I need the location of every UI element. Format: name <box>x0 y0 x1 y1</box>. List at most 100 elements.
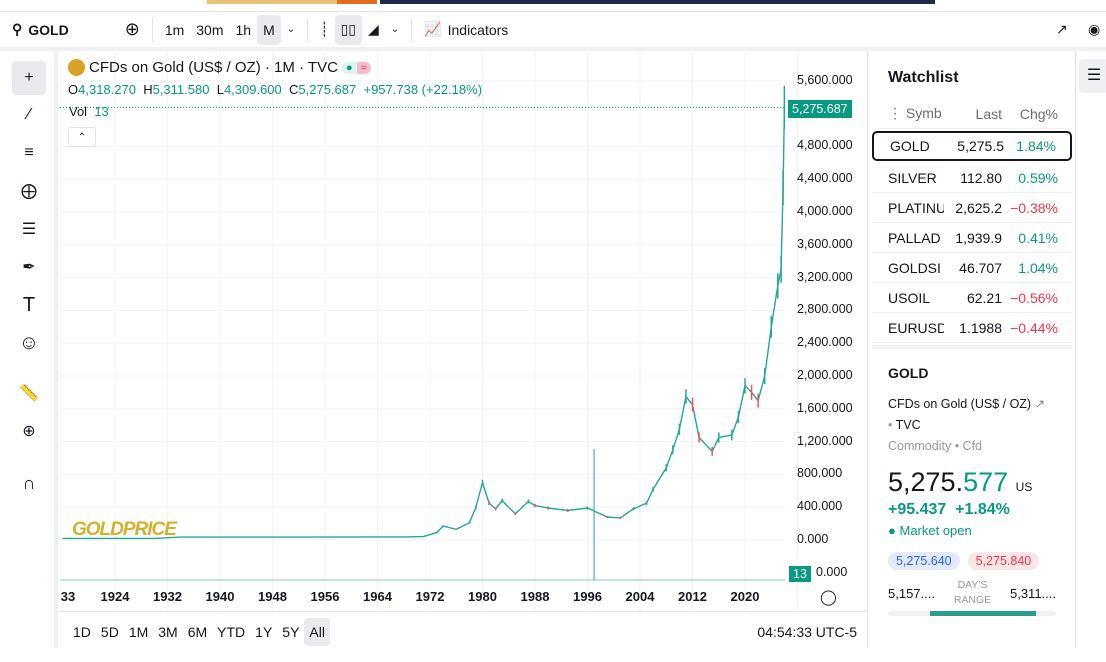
emoji-icon[interactable]: ☺ <box>18 331 40 354</box>
volume-tag: 13 <box>789 566 811 582</box>
watchlist-icon[interactable]: ☰ <box>1079 59 1106 93</box>
candlestick-icon[interactable]: ▯▯ <box>334 14 362 45</box>
price-axis-label: 4,800.000 <box>797 138 853 153</box>
header-last[interactable]: Last <box>975 105 1002 122</box>
watchlist-row[interactable]: PALLAD 1,939.9 0.41% <box>872 223 1072 253</box>
symbol-search[interactable]: ⚲ GOLD <box>12 21 69 38</box>
watchlist-row[interactable]: USOIL 62.21 −0.56% <box>872 283 1072 313</box>
watchlist-last: 2,625.2 <box>955 199 1002 216</box>
details-name: CFDs on Gold (US$ / OZ) <box>888 397 1032 411</box>
range-ytd[interactable]: YTD <box>217 624 246 640</box>
pattern-icon[interactable]: ⨁ <box>21 183 37 200</box>
chevron-down-icon[interactable]: ⌄ <box>390 24 400 35</box>
range-1d[interactable]: 1D <box>73 624 91 640</box>
time-axis-label: 1996 <box>573 589 602 604</box>
camera-icon[interactable]: ◉ <box>1088 21 1101 37</box>
crosshair-icon[interactable]: + <box>12 61 46 95</box>
clock[interactable]: 04:54:33 UTC-5 <box>757 624 857 640</box>
price-axis-label: 0.000 <box>797 532 829 546</box>
bar-chart-icon[interactable]: ┊ <box>320 21 329 37</box>
range-6m[interactable]: 6M <box>187 624 208 640</box>
ohlc-values: O4,318.270 H5,311.580 L4,309.600 C5,275.… <box>68 82 483 97</box>
chart-settings-icon[interactable]: ◯ <box>820 589 837 606</box>
watchlist-chg: 0.41% <box>1018 229 1058 246</box>
external-link-icon[interactable]: ↗ <box>1034 397 1046 411</box>
details-price: 5,275.577 US <box>888 467 1033 497</box>
range-all[interactable]: All <box>304 618 330 646</box>
collapse-legend-button[interactable]: ⌃ <box>68 127 96 147</box>
watchlist-last: 112.80 <box>960 169 1002 186</box>
interval-month[interactable]: M <box>257 14 281 45</box>
area-chart-icon[interactable]: ◢ <box>368 21 379 37</box>
last-price-tag: 5,275.687 <box>788 100 852 118</box>
status-dot-icon: ● <box>888 523 896 538</box>
price-axis-label: 800.000 <box>797 466 843 481</box>
watchlist-symbol: USOIL <box>888 289 931 306</box>
details-category: Commodity <box>888 439 952 453</box>
popout-icon[interactable]: ↗ <box>1056 21 1068 37</box>
range-5d[interactable]: 5D <box>100 624 119 640</box>
time-axis-label: 2020 <box>730 589 760 604</box>
indicators-button[interactable]: 📈 Indicators <box>424 21 509 38</box>
watchlist-title: Watchlist <box>888 69 959 86</box>
time-axis-label: 1924 <box>100 589 130 604</box>
market-status: ● Market open <box>888 523 972 538</box>
chevron-down-icon[interactable]: ⌄ <box>286 24 296 35</box>
compare-add-icon[interactable]: ⊕ <box>124 19 140 39</box>
watchlist-row[interactable]: PLATINU 2,625.2 −0.38% <box>872 193 1072 223</box>
watchlist-last: 1.1988 <box>959 319 1002 336</box>
watchlist-last: 46.707 <box>959 259 1002 276</box>
watchlist-chg: 1.84% <box>1016 138 1056 154</box>
price-axis-label: 3,600.000 <box>797 236 853 251</box>
details-change: +95.437 +1.84% <box>888 501 1010 518</box>
details-type: Cfd <box>962 439 982 453</box>
drawing-toolbar: + ∕ ≡ ⨁ ☰ ✒ T ☺ 📏 ⊕ ∩ <box>0 51 58 648</box>
volume-legend: Vol 13 <box>69 104 109 119</box>
top-toolbar: ⚲ GOLD ⊕ 1m 30m 1h M ⌄ ┊ ▯▯ ◢ ⌄ 📈 Indicato… <box>0 11 1106 51</box>
price-axis-label: 400.000 <box>797 499 843 514</box>
ruler-icon[interactable]: 📏 <box>19 385 39 402</box>
price-axis-label: 2,800.000 <box>797 302 853 317</box>
range-5y[interactable]: 5Y <box>282 624 300 640</box>
zoom-in-icon[interactable]: ⊕ <box>22 423 36 440</box>
interval-1m[interactable]: 1m <box>164 21 185 38</box>
text-icon[interactable]: T <box>22 293 36 316</box>
header-chg[interactable]: Chg% <box>1019 105 1058 122</box>
watchlist-chg: −0.56% <box>1010 289 1058 306</box>
gold-symbol-icon <box>68 59 85 76</box>
watchlist-symbol: GOLDSI <box>888 259 941 276</box>
price-axis-label: 5,600.000 <box>797 72 853 87</box>
column-menu-icon[interactable]: ⋮ <box>888 105 902 121</box>
range-3m[interactable]: 3M <box>158 624 178 640</box>
interval-1h[interactable]: 1h <box>235 21 252 38</box>
watchlist-chg: 0.59% <box>1018 169 1058 186</box>
range-1m[interactable]: 1M <box>128 624 149 640</box>
watchlist-row[interactable]: GOLD 5,275.5 1.84% <box>872 131 1072 161</box>
watchlist-header: ⋮ Symb Last Chg% <box>872 99 1072 129</box>
price-axis-label: 2,400.000 <box>797 335 853 350</box>
details-symbol: GOLD <box>888 365 929 381</box>
chart-pane[interactable]: CFDs on Gold (US$ / OZ) · 1M · TVC ● ≈ O4… <box>60 51 868 648</box>
price-chart[interactable] <box>60 51 868 611</box>
brush-icon[interactable]: ✒ <box>22 259 36 276</box>
interval-30m[interactable]: 30m <box>196 21 224 38</box>
magnet-icon[interactable]: ∩ <box>22 472 36 493</box>
time-axis-label: 2004 <box>625 589 655 604</box>
watchlist-row[interactable]: SILVER 112.80 0.59% <box>872 163 1072 193</box>
browser-strip <box>0 0 1106 10</box>
time-axis-label: 1940 <box>205 589 235 604</box>
price-series-line <box>62 107 786 540</box>
watchlist-last: 5,275.5 <box>957 138 1004 154</box>
watchlist-row[interactable]: GOLDSI 46.707 1.04% <box>872 253 1072 283</box>
watchlist-row[interactable]: EURUSD 1.1988 −0.44% <box>872 313 1072 343</box>
trendline-icon[interactable]: ∕ <box>27 106 31 123</box>
time-axis-label: 1980 <box>468 589 497 604</box>
time-axis-label: 1932 <box>153 589 182 604</box>
prediction-icon[interactable]: ☰ <box>21 221 37 238</box>
watchlist-symbol: PALLAD <box>888 229 941 246</box>
fib-lines-icon[interactable]: ≡ <box>24 144 34 161</box>
range-1y[interactable]: 1Y <box>255 624 273 640</box>
watchlist-chg: −0.44% <box>1010 319 1058 336</box>
indicators-icon: 📈 <box>424 21 442 37</box>
search-icon: ⚲ <box>12 21 23 37</box>
